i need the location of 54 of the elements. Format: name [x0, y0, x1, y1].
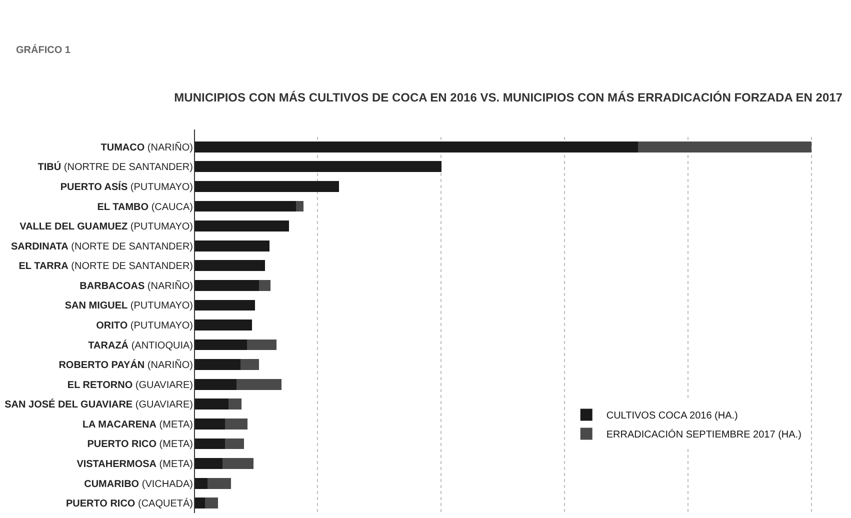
y-tick-label: LA MACARENA (META): [82, 419, 193, 430]
bar: [194, 478, 208, 489]
bar: [638, 141, 812, 152]
bar: [194, 181, 340, 192]
y-tick-label: EL TAMBO (CAUCA): [97, 202, 193, 213]
y-tick-label: PUERTO RICO (CAQUETÁ): [66, 498, 193, 510]
bar: [240, 359, 259, 370]
y-tick-label: EL RETORNO (GUAVIARE): [67, 380, 193, 391]
bar: [194, 320, 252, 330]
y-tick-label: EL TARRA (NORTE DE SANTANDER): [18, 261, 193, 272]
y-tick-label: CUMARIBO (VICHADA): [84, 478, 193, 490]
bar: [194, 438, 225, 450]
y-tick-label: PUERTO RICO (META): [87, 439, 193, 450]
bar: [258, 280, 271, 291]
bar: [194, 378, 237, 390]
y-tick-label: BARBACOAS (NARIÑO): [80, 280, 193, 292]
bar: [236, 378, 282, 390]
y-tick-label: VALLE DEL GUAMUEZ (PUTUMAYO): [20, 222, 193, 233]
legend-label: ERRADICACIÓN SEPTIEMBRE 2017 (HA.): [606, 428, 802, 441]
y-tick-label: SAN MIGUEL (PUTUMAYO): [64, 300, 193, 312]
bar: [194, 398, 229, 410]
bar: [194, 359, 240, 370]
bar: [224, 438, 244, 450]
bar: [194, 339, 248, 350]
bar: [194, 458, 222, 469]
y-tick-label: ROBERTO PAYÁN (NARIÑO): [58, 359, 193, 372]
y-tick-label: TIBÚ (NORTRE DE SANTANDER): [38, 161, 193, 174]
bar: [224, 418, 248, 430]
bar: [194, 220, 290, 232]
bar: [296, 200, 304, 212]
bar: [194, 141, 638, 152]
y-tick-label: SAN JOSÉ DEL GUAVIARE (GUAVIARE): [4, 398, 193, 411]
bar: [194, 498, 206, 509]
y-tick-label: ORITO (PUTUMAYO): [96, 320, 193, 332]
text: GRÁFICO 1: [16, 44, 71, 56]
bar: [194, 418, 225, 430]
chart-title: MUNICIPIOS CON MÁS CULTIVOS DE COCA EN 2016 VS. MUNICIPIOS CON MÁS ERRADICACIÓN FORZADA EN 2017: [174, 90, 843, 105]
bar: [247, 339, 277, 350]
bar: [194, 280, 259, 291]
bar: [194, 260, 265, 272]
bar: [194, 200, 296, 212]
bar: [208, 478, 232, 489]
bar: [194, 300, 256, 311]
y-tick-label: PUERTO ASÍS (PUTUMAYO): [60, 180, 193, 193]
bar: [194, 161, 442, 172]
y-tick-label: VISTAHERMOSA (META): [76, 459, 193, 470]
y-tick-label: SARDINATA (NORTE DE SANTANDER): [10, 241, 193, 252]
bar: [228, 398, 242, 410]
y-tick-label: TARAZÁ (ANTIOQUIA): [88, 339, 193, 352]
legend-label: CULTIVOS COCA 2016 (HA.): [606, 410, 738, 422]
bar: [205, 498, 218, 509]
bar: [222, 458, 254, 469]
y-tick-label: TUMACO (NARIÑO): [100, 141, 193, 154]
bar: [194, 240, 270, 252]
